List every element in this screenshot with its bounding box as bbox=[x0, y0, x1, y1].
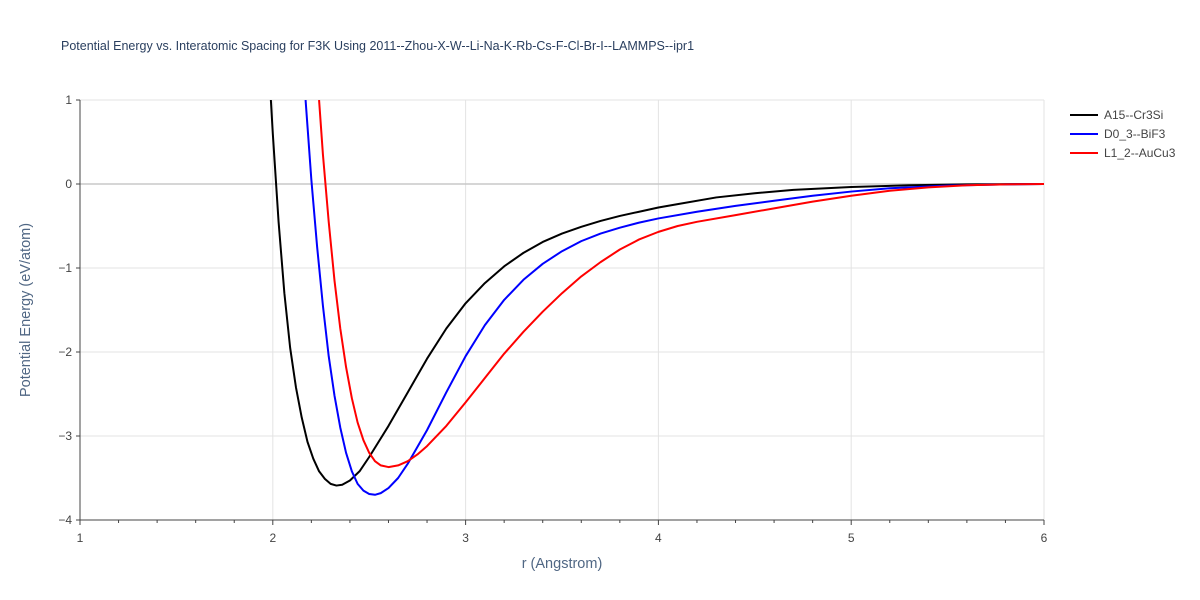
chart-title: Potential Energy vs. Interatomic Spacing… bbox=[61, 39, 694, 53]
x-axis: 1 2 3 4 5 6 bbox=[77, 519, 1048, 545]
series-line-2 bbox=[318, 100, 1044, 469]
plot-area bbox=[269, 100, 1044, 496]
series-layer bbox=[269, 100, 1044, 496]
legend-label-0: A15--Cr3Si bbox=[1104, 108, 1163, 122]
x-tick-label: 5 bbox=[848, 531, 855, 545]
x-tick-label: 6 bbox=[1041, 531, 1048, 545]
x-tick-label: 1 bbox=[77, 531, 84, 545]
x-axis-title: r (Angstrom) bbox=[522, 556, 603, 572]
y-axis: 1 0 −1 −2 −3 −4 bbox=[58, 93, 81, 527]
legend-label-2: L1_2--AuCu3 bbox=[1104, 146, 1176, 160]
series-line-1 bbox=[304, 100, 1044, 496]
y-axis-title: Potential Energy (eV/atom) bbox=[18, 223, 34, 397]
series-line-0 bbox=[269, 100, 1044, 487]
x-tick-label: 3 bbox=[462, 531, 469, 545]
y-tick-label: −2 bbox=[58, 345, 72, 359]
y-tick-label: −1 bbox=[58, 261, 72, 275]
y-tick-label: −3 bbox=[58, 429, 72, 443]
legend-label-1: D0_3--BiF3 bbox=[1104, 127, 1166, 141]
y-tick-label: 0 bbox=[65, 177, 72, 191]
x-tick-label: 4 bbox=[655, 531, 662, 545]
y-tick-label: −4 bbox=[58, 513, 72, 527]
legend: A15--Cr3Si D0_3--BiF3 L1_2--AuCu3 bbox=[1070, 108, 1176, 160]
grid-lines bbox=[79, 99, 1045, 521]
y-tick-label: 1 bbox=[65, 93, 72, 107]
x-tick-label: 2 bbox=[269, 531, 276, 545]
